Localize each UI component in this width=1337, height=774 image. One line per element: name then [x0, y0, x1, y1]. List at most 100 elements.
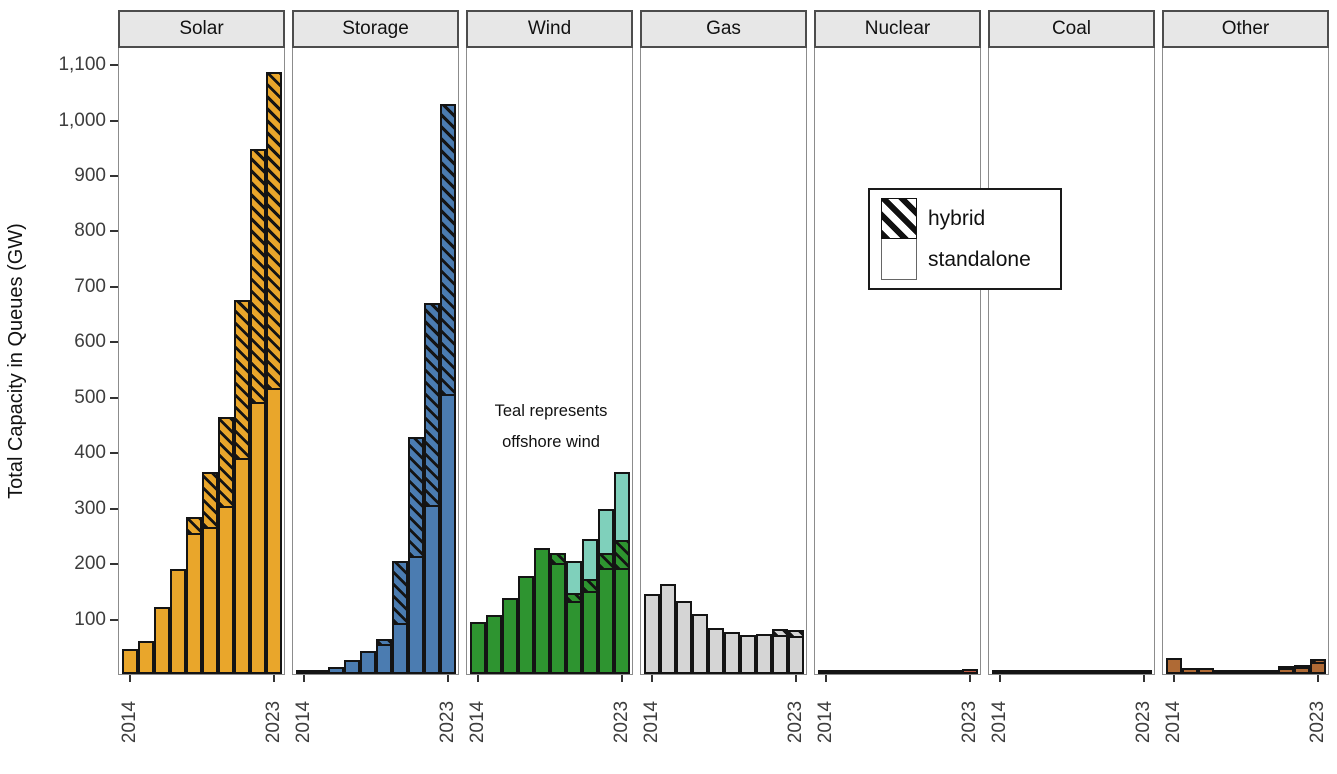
segment-standalone [849, 670, 866, 674]
x-tick-label-2014: 2014 [292, 700, 314, 744]
segment-standalone [343, 660, 360, 674]
y-tick-label: 600 [74, 331, 106, 353]
segment-standalone [929, 670, 946, 674]
bar-gas-2022 [771, 629, 788, 674]
hybrid-hatch-swatch-icon [881, 198, 917, 239]
segment-hybrid [771, 629, 788, 636]
segment-standalone [991, 670, 1008, 674]
facet-header-wind: Wind [466, 10, 633, 48]
segment-standalone [423, 504, 440, 674]
facet-plot-other [1162, 48, 1329, 675]
segment-standalone [707, 627, 724, 674]
bar-nuclear-2014 [817, 669, 834, 674]
segment-hybrid [613, 539, 630, 568]
segment-standalone [327, 666, 344, 674]
bar-storage-2014 [295, 670, 312, 674]
segment-standalone [755, 633, 772, 674]
segment-hybrid [201, 471, 218, 528]
segment-standalone [501, 598, 518, 674]
segment-standalone [581, 590, 598, 674]
segment-standalone [1103, 670, 1120, 674]
facet-header-coal: Coal [988, 10, 1155, 48]
segment-standalone [881, 670, 898, 674]
bar-solar-2020 [217, 417, 234, 674]
bar-nuclear-2018 [881, 670, 898, 674]
facet-header-nuclear: Nuclear [814, 10, 981, 48]
x-tick-label-2014: 2014 [1162, 700, 1184, 744]
facet-panel-gas: Gas 2014 2023 [640, 10, 807, 755]
facet-panel-coal: Coal 2014 2023 [988, 10, 1155, 755]
segment-standalone [565, 600, 582, 674]
segment-standalone [897, 670, 914, 674]
y-tick-label: 200 [74, 553, 106, 575]
bar-storage-2020 [391, 560, 408, 674]
facet-plot-wind [466, 48, 633, 675]
segment-hybrid [217, 417, 234, 506]
x-tick-mark [824, 675, 827, 682]
segment-standalone [217, 506, 234, 674]
segment-standalone [613, 567, 630, 674]
bar-wind-2021 [581, 539, 598, 674]
x-tick-label-2014: 2014 [118, 700, 140, 744]
segment-hybrid [423, 302, 440, 505]
segment-hybrid [185, 517, 202, 533]
bar-nuclear-2015 [833, 670, 850, 674]
bar-coal-2019 [1071, 670, 1088, 674]
facet-panels: Solar 2014 2023 Storage 2014 2023 Wind 2014 2023… [118, 10, 1329, 755]
bar-gas-2021 [755, 633, 772, 674]
bar-nuclear-2017 [865, 670, 882, 674]
segment-standalone [1197, 668, 1214, 674]
bar-coal-2020 [1087, 670, 1104, 674]
bar-storage-2022 [423, 302, 440, 674]
x-tick-label-2023: 2023 [784, 700, 806, 744]
segment-standalone [311, 670, 328, 674]
x-tick-label-2023: 2023 [958, 700, 980, 744]
segment-standalone [249, 402, 266, 674]
x-tick-mark [446, 675, 449, 682]
bar-coal-2018 [1055, 670, 1072, 674]
segment-hybrid [265, 72, 282, 389]
bar-gas-2015 [659, 584, 676, 674]
x-tick-mark [650, 675, 653, 682]
segment-hybrid [549, 553, 566, 563]
x-tick-mark [1316, 675, 1319, 682]
segment-standalone [533, 547, 550, 674]
segment-hybrid [1277, 665, 1294, 668]
y-tick-label: 300 [74, 497, 106, 519]
segment-standalone [643, 593, 660, 674]
y-tick-mark [110, 64, 118, 67]
segment-standalone [1245, 670, 1262, 674]
segment-standalone [1277, 667, 1294, 674]
y-tick-label: 1,000 [58, 109, 106, 131]
x-tick-label-2014: 2014 [466, 700, 488, 744]
x-tick-label-2014: 2014 [988, 700, 1010, 744]
segment-standalone [945, 670, 962, 674]
bar-solar-2018 [185, 517, 202, 674]
y-tick-mark [110, 618, 118, 621]
x-tick-mark [620, 675, 623, 682]
bar-other-2018 [1229, 670, 1246, 674]
segment-hybrid [439, 103, 456, 394]
bar-other-2016 [1197, 668, 1214, 674]
x-tick-mark [794, 675, 797, 682]
bar-nuclear-2020 [913, 670, 930, 674]
bar-coal-2015 [1007, 670, 1024, 674]
x-tick-mark [272, 675, 275, 682]
segment-standalone [485, 614, 502, 674]
segment-hybrid [565, 592, 582, 601]
y-tick-mark [110, 452, 118, 455]
bar-storage-2023 [439, 103, 456, 674]
bar-solar-2017 [169, 568, 186, 674]
y-tick-label: 500 [74, 386, 106, 408]
segment-standalone [233, 457, 250, 674]
segment-standalone [1071, 670, 1088, 674]
x-tick-mark [302, 675, 305, 682]
bar-solar-2014 [121, 648, 138, 674]
x-tick-mark [128, 675, 131, 682]
segment-standalone [961, 669, 978, 674]
segment-standalone [659, 584, 676, 674]
segment-hybrid [407, 437, 424, 557]
segment-standalone [913, 670, 930, 674]
segment-standalone [359, 650, 376, 674]
segment-hybrid [787, 630, 804, 636]
